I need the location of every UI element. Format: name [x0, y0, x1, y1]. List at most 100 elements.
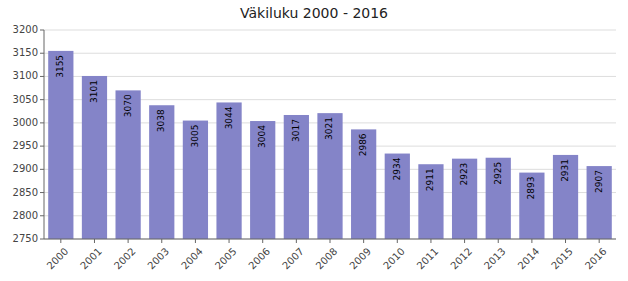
- y-tick-label: 2950: [13, 140, 38, 151]
- data-label: 3021: [325, 117, 335, 140]
- bar: [183, 121, 208, 239]
- y-tick-label: 3050: [13, 94, 38, 105]
- y-tick-label: 3200: [13, 24, 38, 35]
- grid-line: [44, 53, 616, 54]
- bar: [452, 159, 477, 239]
- bar: [486, 158, 511, 239]
- y-tick: [40, 122, 44, 123]
- grid-line: [44, 76, 616, 77]
- x-tick-label: 2001: [78, 246, 104, 272]
- data-label: 3101: [89, 80, 99, 103]
- data-label: 3070: [123, 94, 133, 117]
- bar: [216, 102, 241, 239]
- data-label: 2931: [560, 159, 570, 182]
- chart-svg: Väkiluku 2000 - 2016 2750 2800 2850 2900 2950…: [0, 0, 628, 281]
- y-tick-label: 2850: [13, 187, 38, 198]
- data-label: 3005: [190, 125, 200, 148]
- bar: [553, 155, 578, 239]
- y-tick-label: 2900: [13, 163, 38, 174]
- data-label: 3044: [224, 106, 234, 129]
- x-tick: [94, 239, 95, 243]
- x-tick-label: 2003: [145, 246, 171, 272]
- x-tick-label: 2009: [347, 246, 373, 272]
- y-tick: [40, 76, 44, 77]
- y-tick-label: 2800: [13, 210, 38, 221]
- bar: [48, 51, 73, 239]
- data-label: 3155: [55, 55, 65, 78]
- bar: [250, 121, 275, 239]
- x-tick-label: 2004: [179, 246, 205, 272]
- bar: [82, 76, 107, 239]
- x-tick: [262, 239, 263, 243]
- y-tick: [40, 53, 44, 54]
- x-tick-label: 2013: [482, 246, 508, 272]
- y-tick: [40, 192, 44, 193]
- bar: [116, 90, 141, 239]
- y-tick-label: 3000: [13, 117, 38, 128]
- x-tick-label: 2012: [448, 246, 474, 272]
- bar: [519, 173, 544, 239]
- x-tick: [195, 239, 196, 243]
- x-tick: [565, 239, 566, 243]
- x-tick: [296, 239, 297, 243]
- x-tick-label: 2006: [246, 246, 272, 272]
- bar: [351, 129, 376, 239]
- grid: [44, 30, 616, 239]
- x-tick-label: 2008: [314, 246, 340, 272]
- data-label: 2893: [526, 177, 536, 200]
- bar: [149, 105, 174, 239]
- x-tick: [128, 239, 129, 243]
- y-tick: [40, 99, 44, 100]
- bar: [418, 164, 443, 239]
- data-labels: 3155 3101 3070 3038 3005 3044 3004 3017 3021 2986…: [55, 55, 603, 200]
- x-tick: [599, 239, 600, 243]
- x-tick: [363, 239, 364, 243]
- bar: [317, 113, 342, 239]
- x-tick-label: 2007: [280, 246, 306, 272]
- x-tick-label: 2016: [583, 246, 609, 272]
- x-tick-label: 2005: [213, 246, 239, 272]
- data-label: 3017: [291, 119, 301, 142]
- data-label: 2934: [392, 157, 402, 180]
- x-tick: [498, 239, 499, 243]
- y-tick-label: 3150: [13, 47, 38, 58]
- data-label: 2925: [493, 162, 503, 185]
- x-tick-label: 2000: [45, 246, 71, 272]
- x-axis: 2000 2001 2002 2003 2004 2005 2006 2007 2008 2009…: [44, 239, 616, 272]
- x-tick-label: 2010: [381, 246, 407, 272]
- x-tick-label: 2015: [549, 246, 575, 272]
- y-axis-line: [44, 30, 45, 239]
- y-tick: [40, 146, 44, 147]
- data-label: 2907: [594, 170, 604, 193]
- x-tick: [60, 239, 61, 243]
- chart-container: Väkiluku 2000 - 2016 2750 2800 2850 2900 2950…: [0, 0, 628, 281]
- x-tick: [430, 239, 431, 243]
- x-tick-label: 2011: [415, 246, 441, 272]
- bar: [385, 154, 410, 239]
- x-tick: [464, 239, 465, 243]
- x-tick: [330, 239, 331, 243]
- x-tick: [229, 239, 230, 243]
- y-tick-label: 2750: [13, 233, 38, 244]
- bar: [587, 166, 612, 239]
- y-tick: [40, 169, 44, 170]
- x-tick: [397, 239, 398, 243]
- data-label: 2911: [425, 168, 435, 191]
- x-tick-label: 2002: [112, 246, 138, 272]
- x-tick: [161, 239, 162, 243]
- y-tick: [40, 215, 44, 216]
- title: Väkiluku 2000 - 2016: [240, 5, 388, 21]
- page: {"chart_data": {"type": "bar", "title": …: [0, 0, 628, 281]
- data-label: 3004: [257, 125, 267, 148]
- data-label: 2986: [358, 133, 368, 156]
- data-label: 3038: [156, 109, 166, 132]
- x-tick-label: 2014: [516, 246, 542, 272]
- y-tick: [40, 30, 44, 31]
- grid-line: [44, 30, 616, 31]
- y-tick-label: 3100: [13, 70, 38, 81]
- bar: [284, 115, 309, 239]
- x-tick: [531, 239, 532, 243]
- y-axis: 2750 2800 2850 2900 2950 3000 3050 3100 3150 3200: [13, 24, 44, 244]
- bars: [48, 51, 612, 239]
- data-label: 2923: [459, 163, 469, 186]
